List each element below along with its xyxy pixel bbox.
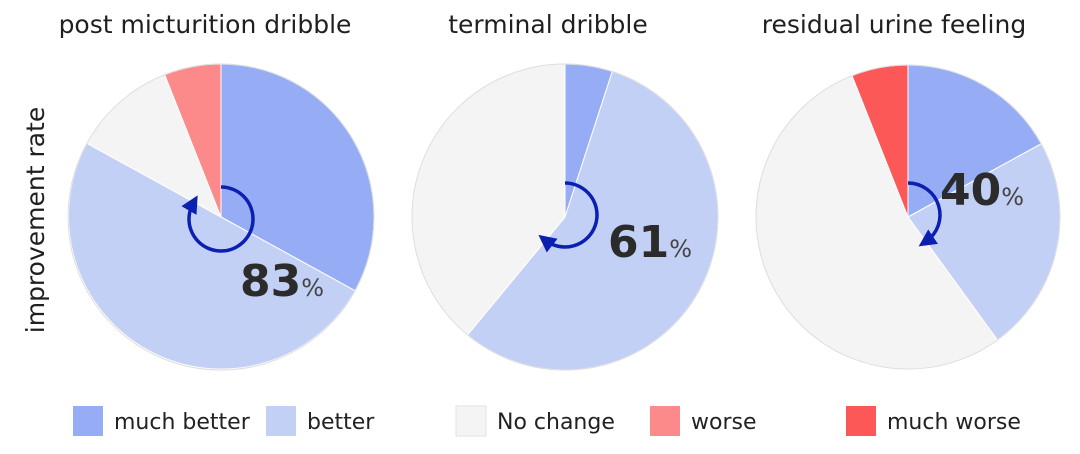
legend-label: worse: [691, 410, 757, 435]
y-axis-label: improvement rate: [21, 107, 50, 333]
legend-swatch: [846, 406, 876, 436]
percent-unit: %: [669, 235, 692, 263]
circular-arrow-icon: [538, 181, 599, 253]
legend-item: better: [266, 406, 375, 436]
chart-title: post micturition dribble: [59, 10, 352, 39]
improvement-rate-label: 83%: [240, 256, 324, 307]
chart-title: terminal dribble: [448, 10, 648, 39]
pie-chart: residual urine feeling 40%: [755, 10, 1061, 370]
legend-label: much better: [114, 410, 251, 435]
pie-slice-better: [68, 142, 356, 370]
pie-outline: [755, 64, 1061, 370]
pie-outline: [411, 63, 719, 371]
legend-label: No change: [497, 410, 615, 435]
percent-unit: %: [1001, 183, 1024, 211]
legend-swatch: [455, 405, 487, 437]
legend-item: No change: [455, 405, 615, 437]
legend: much better better No change worse much wors…: [73, 405, 1021, 437]
pie-outline: [67, 63, 375, 371]
chart-title: residual urine feeling: [762, 10, 1026, 39]
legend-swatch: [650, 406, 680, 436]
legend-item: worse: [650, 406, 757, 436]
circular-arrow-icon: [907, 181, 942, 247]
legend-swatch: [73, 406, 103, 436]
pie-chart: terminal dribble 61%: [411, 10, 719, 371]
circular-arrow-icon: [181, 185, 255, 253]
pie-chart: post micturition dribble 83%: [59, 10, 375, 371]
legend-item: much worse: [846, 406, 1021, 436]
legend-label: better: [307, 410, 375, 435]
percent-unit: %: [301, 274, 324, 302]
legend-item: much better: [73, 406, 251, 436]
improvement-rate-label: 61%: [608, 217, 692, 268]
improvement-rate-value: 40: [940, 165, 1001, 216]
legend-label: much worse: [887, 410, 1021, 435]
improvement-rate-label: 40%: [940, 165, 1024, 216]
improvement-rate-value: 61: [608, 217, 669, 268]
improvement-rate-value: 83: [240, 256, 301, 307]
legend-swatch: [266, 406, 296, 436]
